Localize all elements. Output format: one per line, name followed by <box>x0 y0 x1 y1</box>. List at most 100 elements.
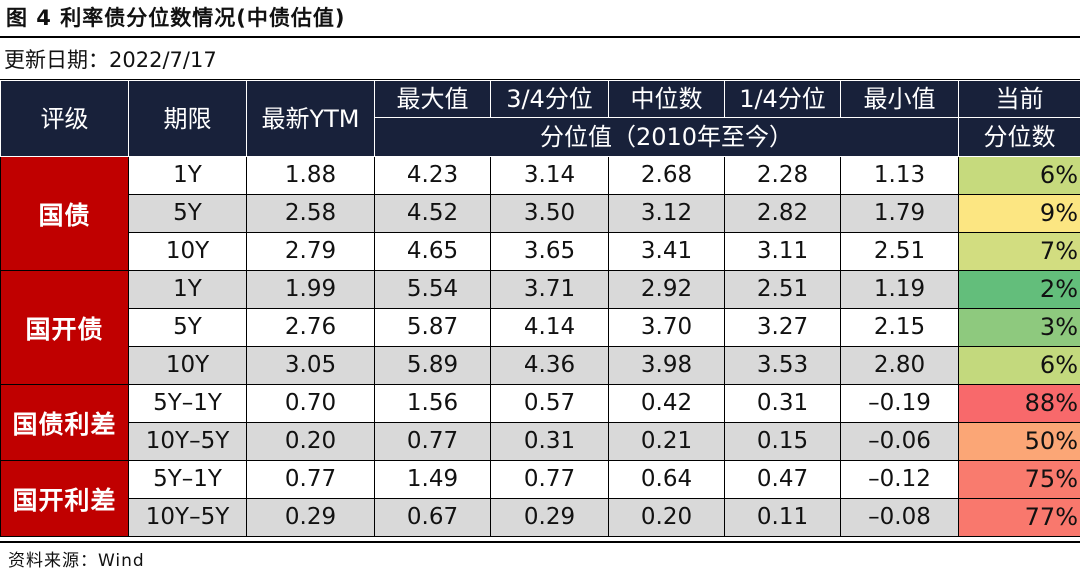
header-latest-ytm: 最新YTM <box>246 80 375 157</box>
header-tenor: 期限 <box>128 80 247 157</box>
median-cell: 3.70 <box>608 308 725 347</box>
q3-cell: 0.29 <box>490 498 609 537</box>
min-cell: 2.15 <box>840 308 959 347</box>
update-date: 更新日期：2022/7/17 <box>0 40 1080 80</box>
q1-cell: 0.31 <box>724 384 841 423</box>
q3-cell: 3.14 <box>490 156 609 195</box>
min-cell: 2.80 <box>840 346 959 385</box>
q1-cell: 3.53 <box>724 346 841 385</box>
median-cell: 2.92 <box>608 270 725 309</box>
max-cell: 4.52 <box>374 194 491 233</box>
q3-cell: 0.77 <box>490 460 609 499</box>
table-row: 10Y–5Y 0.20 0.77 0.31 0.21 0.15 –0.06 50% <box>1 422 1080 461</box>
latest-cell: 2.79 <box>246 232 375 271</box>
header-q3: 3/4分位 <box>490 80 609 118</box>
percentile-cell: 2% <box>958 270 1080 309</box>
table-row: 5Y 2.58 4.52 3.50 3.12 2.82 1.79 9% <box>1 194 1080 233</box>
max-cell: 5.54 <box>374 270 491 309</box>
title-divider <box>0 36 1080 38</box>
source-divider <box>0 541 1080 543</box>
header-min: 最小值 <box>840 80 959 118</box>
header-subtitle: 分位值（2010年至今） <box>374 117 959 157</box>
median-cell: 0.64 <box>608 460 725 499</box>
median-cell: 0.21 <box>608 422 725 461</box>
max-cell: 5.87 <box>374 308 491 347</box>
percentile-cell: 50% <box>958 422 1080 461</box>
percentile-cell: 88% <box>958 384 1080 423</box>
q1-cell: 3.27 <box>724 308 841 347</box>
group-label: 国债利差 <box>0 384 129 461</box>
header-max: 最大值 <box>374 80 491 118</box>
table-row: 国债利差 5Y–1Y 0.70 1.56 0.57 0.42 0.31 –0.19 88% <box>0 384 1080 461</box>
table-row: 10Y–5Y 0.29 0.67 0.29 0.20 0.11 –0.08 77% <box>1 498 1080 537</box>
q3-cell: 3.71 <box>490 270 609 309</box>
header-current-line2: 分位数 <box>958 117 1080 157</box>
latest-cell: 0.20 <box>246 422 375 461</box>
q3-cell: 4.36 <box>490 346 609 385</box>
min-cell: 1.19 <box>840 270 959 309</box>
latest-cell: 1.99 <box>246 270 375 309</box>
max-cell: 1.56 <box>374 384 491 423</box>
header-q1: 1/4分位 <box>724 80 841 118</box>
table-row: 5Y 2.76 5.87 4.14 3.70 3.27 2.15 3% <box>1 308 1080 347</box>
tenor-cell: 5Y <box>128 308 247 347</box>
min-cell: –0.19 <box>840 384 959 423</box>
tenor-cell: 5Y–1Y <box>128 384 247 423</box>
percentile-cell: 77% <box>958 498 1080 537</box>
median-cell: 3.12 <box>608 194 725 233</box>
q1-cell: 0.15 <box>724 422 841 461</box>
latest-cell: 2.76 <box>246 308 375 347</box>
latest-cell: 0.77 <box>246 460 375 499</box>
q1-cell: 2.82 <box>724 194 841 233</box>
table-row: 10Y 3.05 5.89 4.36 3.98 3.53 2.80 6% <box>1 346 1080 385</box>
min-cell: –0.08 <box>840 498 959 537</box>
median-cell: 2.68 <box>608 156 725 195</box>
median-cell: 3.98 <box>608 346 725 385</box>
tenor-cell: 5Y–1Y <box>128 460 247 499</box>
group-label: 国开利差 <box>0 460 129 537</box>
percentile-cell: 75% <box>958 460 1080 499</box>
median-cell: 0.42 <box>608 384 725 423</box>
q3-cell: 4.14 <box>490 308 609 347</box>
tenor-cell: 10Y <box>128 346 247 385</box>
q1-cell: 2.28 <box>724 156 841 195</box>
min-cell: –0.06 <box>840 422 959 461</box>
source-note: 资料来源：Wind <box>8 551 145 571</box>
percentile-cell: 6% <box>958 156 1080 195</box>
latest-cell: 1.88 <box>246 156 375 195</box>
min-cell: 2.51 <box>840 232 959 271</box>
header-current-line1: 当前 <box>958 80 1080 118</box>
max-cell: 0.67 <box>374 498 491 537</box>
tenor-cell: 5Y <box>128 194 247 233</box>
group-label: 国开债 <box>0 270 129 385</box>
tenor-cell: 10Y–5Y <box>128 422 247 461</box>
tenor-cell: 1Y <box>128 270 247 309</box>
max-cell: 4.23 <box>374 156 491 195</box>
median-cell: 3.41 <box>608 232 725 271</box>
tenor-cell: 10Y–5Y <box>128 498 247 537</box>
q3-cell: 3.65 <box>490 232 609 271</box>
figure-title: 图 4 利率债分位数情况(中债估值) <box>6 6 346 30</box>
header-rating: 评级 <box>0 80 129 157</box>
q1-cell: 0.11 <box>724 498 841 537</box>
percentile-cell: 6% <box>958 346 1080 385</box>
percentile-cell: 3% <box>958 308 1080 347</box>
latest-cell: 0.70 <box>246 384 375 423</box>
latest-cell: 0.29 <box>246 498 375 537</box>
tenor-cell: 1Y <box>128 156 247 195</box>
median-cell: 0.20 <box>608 498 725 537</box>
table-row: 国开债 1Y 1.99 5.54 3.71 2.92 2.51 1.19 2% <box>0 270 1080 385</box>
latest-cell: 3.05 <box>246 346 375 385</box>
max-cell: 4.65 <box>374 232 491 271</box>
latest-cell: 2.58 <box>246 194 375 233</box>
q1-cell: 3.11 <box>724 232 841 271</box>
table-row: 国开利差 5Y–1Y 0.77 1.49 0.77 0.64 0.47 –0.12 75% <box>0 460 1080 537</box>
tenor-cell: 10Y <box>128 232 247 271</box>
percentile-cell: 7% <box>958 232 1080 271</box>
q3-cell: 0.57 <box>490 384 609 423</box>
max-cell: 5.89 <box>374 346 491 385</box>
group-label: 国债 <box>0 156 129 271</box>
max-cell: 1.49 <box>374 460 491 499</box>
q1-cell: 0.47 <box>724 460 841 499</box>
table-row: 国债 1Y 1.88 4.23 3.14 2.68 2.28 1.13 6% <box>0 156 1080 271</box>
